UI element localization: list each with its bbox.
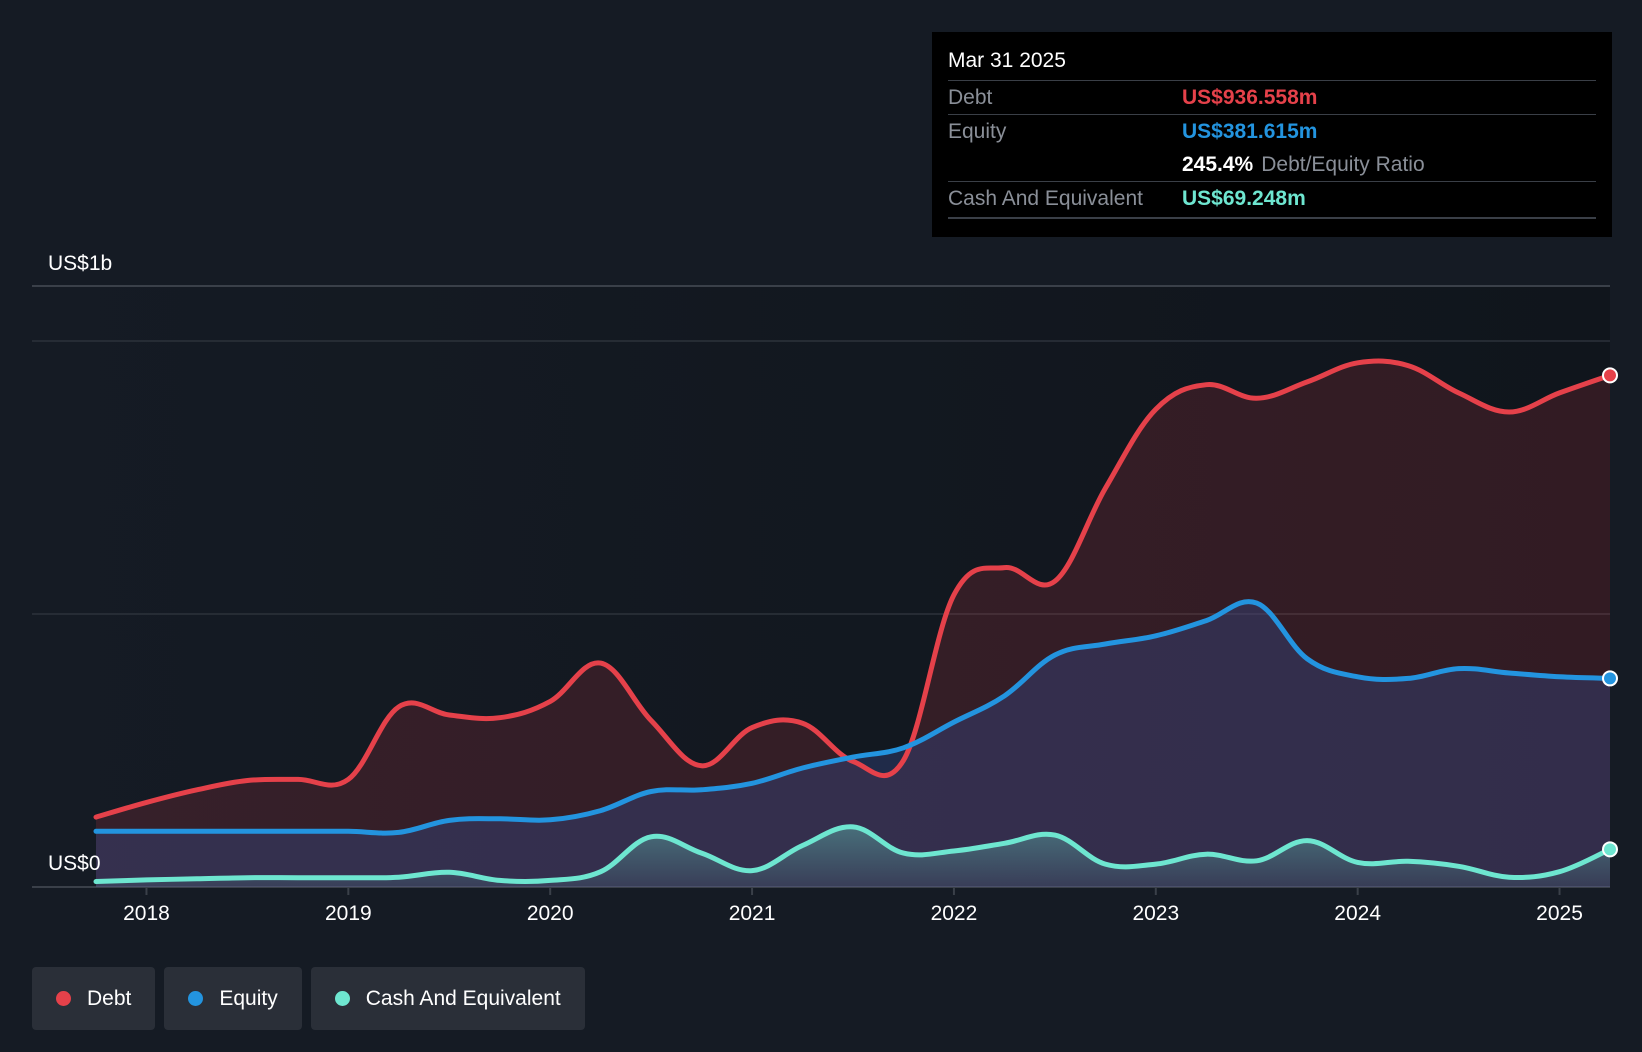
tooltip-ratio-value: 245.4% bbox=[1182, 153, 1254, 176]
y-axis-top-label: US$1b bbox=[48, 252, 112, 275]
legend-item-equity[interactable]: Equity bbox=[164, 967, 302, 1030]
tooltip-ratio-row: 245.4% Debt/Equity Ratio bbox=[948, 148, 1596, 182]
tooltip-cash-label: Cash And Equivalent bbox=[948, 187, 1143, 210]
x-tick-label-2020: 2020 bbox=[527, 902, 574, 925]
tooltip-debt-row: Debt US$936.558m bbox=[948, 81, 1596, 115]
x-tick-label-2019: 2019 bbox=[325, 902, 372, 925]
cash-line bbox=[93, 824, 1613, 885]
tooltip-debt-label: Debt bbox=[948, 86, 993, 109]
legend-label-equity: Equity bbox=[219, 986, 278, 1010]
debt-end-point[interactable] bbox=[1602, 367, 1618, 384]
y-axis-bottom-label: US$0 bbox=[48, 852, 101, 875]
cash-area bbox=[96, 826, 1610, 887]
tooltip-ratio-label: Debt/Equity Ratio bbox=[1261, 153, 1425, 176]
tooltip-cash-value: US$69.248m bbox=[1182, 187, 1306, 210]
tooltip-equity-label: Equity bbox=[948, 120, 1007, 143]
tooltip-equity-value: US$381.615m bbox=[1182, 120, 1318, 143]
tooltip-panel: Mar 31 2025 Debt US$936.558m Equity US$3… bbox=[932, 32, 1612, 237]
x-tick-label-2021: 2021 bbox=[729, 902, 776, 925]
tooltip-debt-value: US$936.558m bbox=[1182, 86, 1318, 109]
equity-area bbox=[96, 601, 1610, 887]
equity-end-point[interactable] bbox=[1602, 670, 1618, 687]
tooltip-cash-row: Cash And Equivalent US$69.248m bbox=[948, 182, 1596, 219]
x-tick-label-2022: 2022 bbox=[931, 902, 978, 925]
debt-line bbox=[93, 358, 1613, 820]
tooltip-date: Mar 31 2025 bbox=[948, 46, 1596, 81]
legend-label-cash: Cash And Equivalent bbox=[365, 986, 561, 1010]
plot-background bbox=[32, 286, 1610, 887]
debt-dot-icon bbox=[56, 991, 71, 1006]
debt-area bbox=[96, 360, 1610, 887]
x-tick-label-2024: 2024 bbox=[1334, 902, 1381, 925]
equity-dot-icon bbox=[188, 991, 204, 1006]
x-tick-label-2018: 2018 bbox=[123, 902, 170, 925]
legend: Debt Equity Cash And Equivalent bbox=[32, 967, 585, 1030]
cash-dot-icon bbox=[334, 991, 350, 1006]
x-tick-label-2025: 2025 bbox=[1536, 902, 1583, 925]
tooltip-equity-row: Equity US$381.615m bbox=[948, 115, 1596, 148]
legend-label-debt: Debt bbox=[87, 986, 132, 1010]
equity-line bbox=[93, 599, 1613, 836]
legend-item-debt[interactable]: Debt bbox=[32, 967, 156, 1030]
legend-item-cash[interactable]: Cash And Equivalent bbox=[310, 967, 585, 1030]
x-tick-label-2023: 2023 bbox=[1132, 902, 1179, 925]
cash-end-point[interactable] bbox=[1602, 841, 1618, 858]
